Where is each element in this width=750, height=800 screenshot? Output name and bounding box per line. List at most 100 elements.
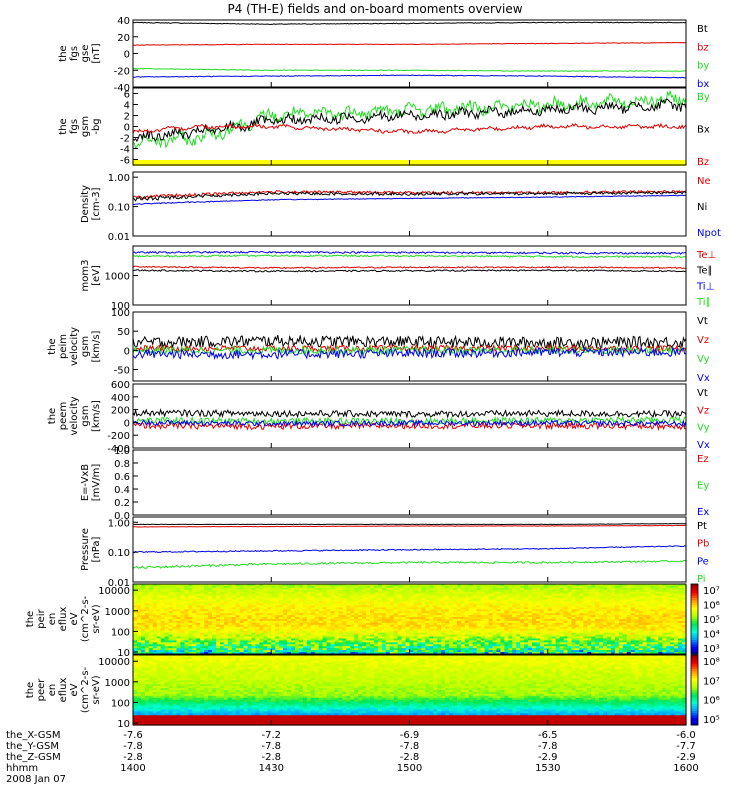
spectrogram-cell bbox=[133, 622, 138, 626]
spectrogram-cell bbox=[622, 648, 628, 651]
spectrogram-cell bbox=[140, 622, 146, 626]
spectrogram-cell bbox=[607, 615, 612, 618]
spectrogram-cell bbox=[614, 585, 620, 589]
spectrogram-cell bbox=[279, 585, 284, 589]
spectrogram-cell bbox=[662, 609, 667, 612]
spectrogram-cell bbox=[385, 648, 391, 651]
spectrogram-cell bbox=[144, 640, 150, 643]
spectrogram-cell bbox=[595, 642, 600, 645]
spectrogram-cell bbox=[377, 619, 383, 622]
spectrogram-cell bbox=[587, 597, 592, 601]
spectrogram-cell bbox=[366, 593, 371, 597]
spectrogram-cell bbox=[310, 605, 316, 608]
spectrogram-cell bbox=[417, 613, 422, 616]
spectrogram-cell bbox=[433, 589, 438, 593]
spectrogram-cell bbox=[405, 585, 411, 589]
spectrogram-cell bbox=[543, 597, 549, 601]
spectrogram-cell bbox=[164, 642, 170, 645]
spectrogram-cell bbox=[496, 609, 501, 612]
spectrogram-cell bbox=[638, 605, 644, 608]
spectrogram-cell bbox=[401, 603, 407, 606]
spectrogram-cell bbox=[227, 587, 233, 591]
series-line-Ti⊥ bbox=[132, 250, 687, 255]
spectrogram-cell bbox=[587, 630, 592, 634]
spectrogram-cell bbox=[215, 644, 221, 647]
spectrogram-cell bbox=[377, 634, 383, 638]
spectrogram-cell bbox=[275, 591, 280, 595]
spectrogram-cell bbox=[172, 632, 178, 636]
spectrogram-cell bbox=[377, 646, 383, 649]
spectrogram-cell bbox=[607, 601, 612, 605]
spectrogram-cell bbox=[421, 648, 426, 651]
spectrogram-cell bbox=[318, 648, 324, 651]
spectrogram-cell bbox=[618, 626, 624, 630]
spectrogram-cell bbox=[160, 634, 166, 638]
spectrogram-cell bbox=[591, 601, 596, 605]
spectrogram-cell bbox=[678, 630, 683, 634]
spectrogram-cell bbox=[555, 593, 561, 597]
spectrogram-cell bbox=[271, 613, 276, 616]
spectrogram-cell bbox=[310, 615, 316, 618]
spectrogram-cell bbox=[678, 595, 683, 599]
spectrogram-cell bbox=[417, 597, 422, 601]
spectrogram-cell bbox=[342, 591, 347, 595]
spectrogram-cell bbox=[630, 609, 636, 612]
spectrogram-cell bbox=[539, 605, 545, 608]
spectrogram-cell bbox=[603, 605, 608, 608]
spectrogram-cell bbox=[263, 650, 268, 653]
spectrogram-cell bbox=[176, 584, 181, 587]
spectrogram-cell bbox=[330, 624, 336, 628]
spectrogram-cell bbox=[551, 617, 557, 620]
spectrogram-cell bbox=[445, 628, 450, 632]
spectrogram-cell bbox=[674, 622, 679, 626]
spectrogram-cell bbox=[630, 605, 636, 608]
spectrogram-cell bbox=[208, 620, 213, 624]
spectrogram-cell bbox=[172, 605, 178, 608]
spectrogram-cell bbox=[618, 636, 624, 640]
spectrogram-cell bbox=[441, 589, 446, 593]
spectrogram-cell bbox=[263, 630, 268, 634]
spectrogram-cell bbox=[322, 601, 328, 605]
spectrogram-cell bbox=[231, 632, 237, 636]
spectrogram-cell bbox=[314, 640, 320, 643]
spectrogram-cell bbox=[452, 584, 458, 587]
spectrogram-cell bbox=[460, 642, 466, 645]
spectrogram-cell bbox=[401, 587, 407, 591]
spectrogram-cell bbox=[535, 599, 541, 603]
spectrogram-cell bbox=[192, 607, 197, 610]
spectrogram-cell bbox=[488, 648, 494, 651]
spectrogram-cell bbox=[650, 589, 655, 593]
spectrogram-cell bbox=[401, 619, 407, 622]
spectrogram-cell bbox=[389, 617, 395, 620]
spectrogram-cell bbox=[208, 603, 213, 606]
spectrogram-cell bbox=[425, 611, 430, 614]
spectrogram-cell bbox=[468, 607, 474, 610]
spectrogram-cell bbox=[437, 585, 442, 589]
spectrogram-cell bbox=[520, 617, 525, 620]
spectrogram-cell bbox=[433, 620, 438, 624]
spectrogram-cell bbox=[642, 620, 648, 624]
spectrogram-cell bbox=[682, 611, 687, 614]
spectrogram-cell bbox=[164, 605, 170, 608]
spectrogram-cell bbox=[318, 597, 324, 601]
spectrogram-cell bbox=[140, 648, 146, 651]
spectrogram-cell bbox=[622, 636, 628, 640]
spectrogram-cell bbox=[571, 640, 576, 643]
spectrogram-cell bbox=[610, 642, 616, 645]
spectrogram-cell bbox=[294, 648, 300, 651]
spectrogram-cell bbox=[294, 593, 300, 597]
spectrogram-cell bbox=[445, 644, 450, 647]
spectrogram-cell bbox=[401, 626, 407, 630]
spectrogram-cell bbox=[405, 624, 411, 628]
spectrogram-cell bbox=[425, 584, 430, 587]
spectrogram-cell bbox=[259, 591, 264, 595]
spectrogram-cell bbox=[283, 642, 288, 645]
spectrogram-cell bbox=[176, 620, 181, 624]
spectrogram-cell bbox=[215, 624, 221, 628]
spectrogram-cell bbox=[421, 605, 426, 608]
spectrogram-cell bbox=[306, 607, 312, 610]
spectrogram-cell bbox=[460, 636, 466, 640]
spectrogram-cell bbox=[160, 650, 166, 653]
spectrogram-cell bbox=[326, 636, 332, 640]
spectrogram-cell bbox=[362, 605, 367, 608]
